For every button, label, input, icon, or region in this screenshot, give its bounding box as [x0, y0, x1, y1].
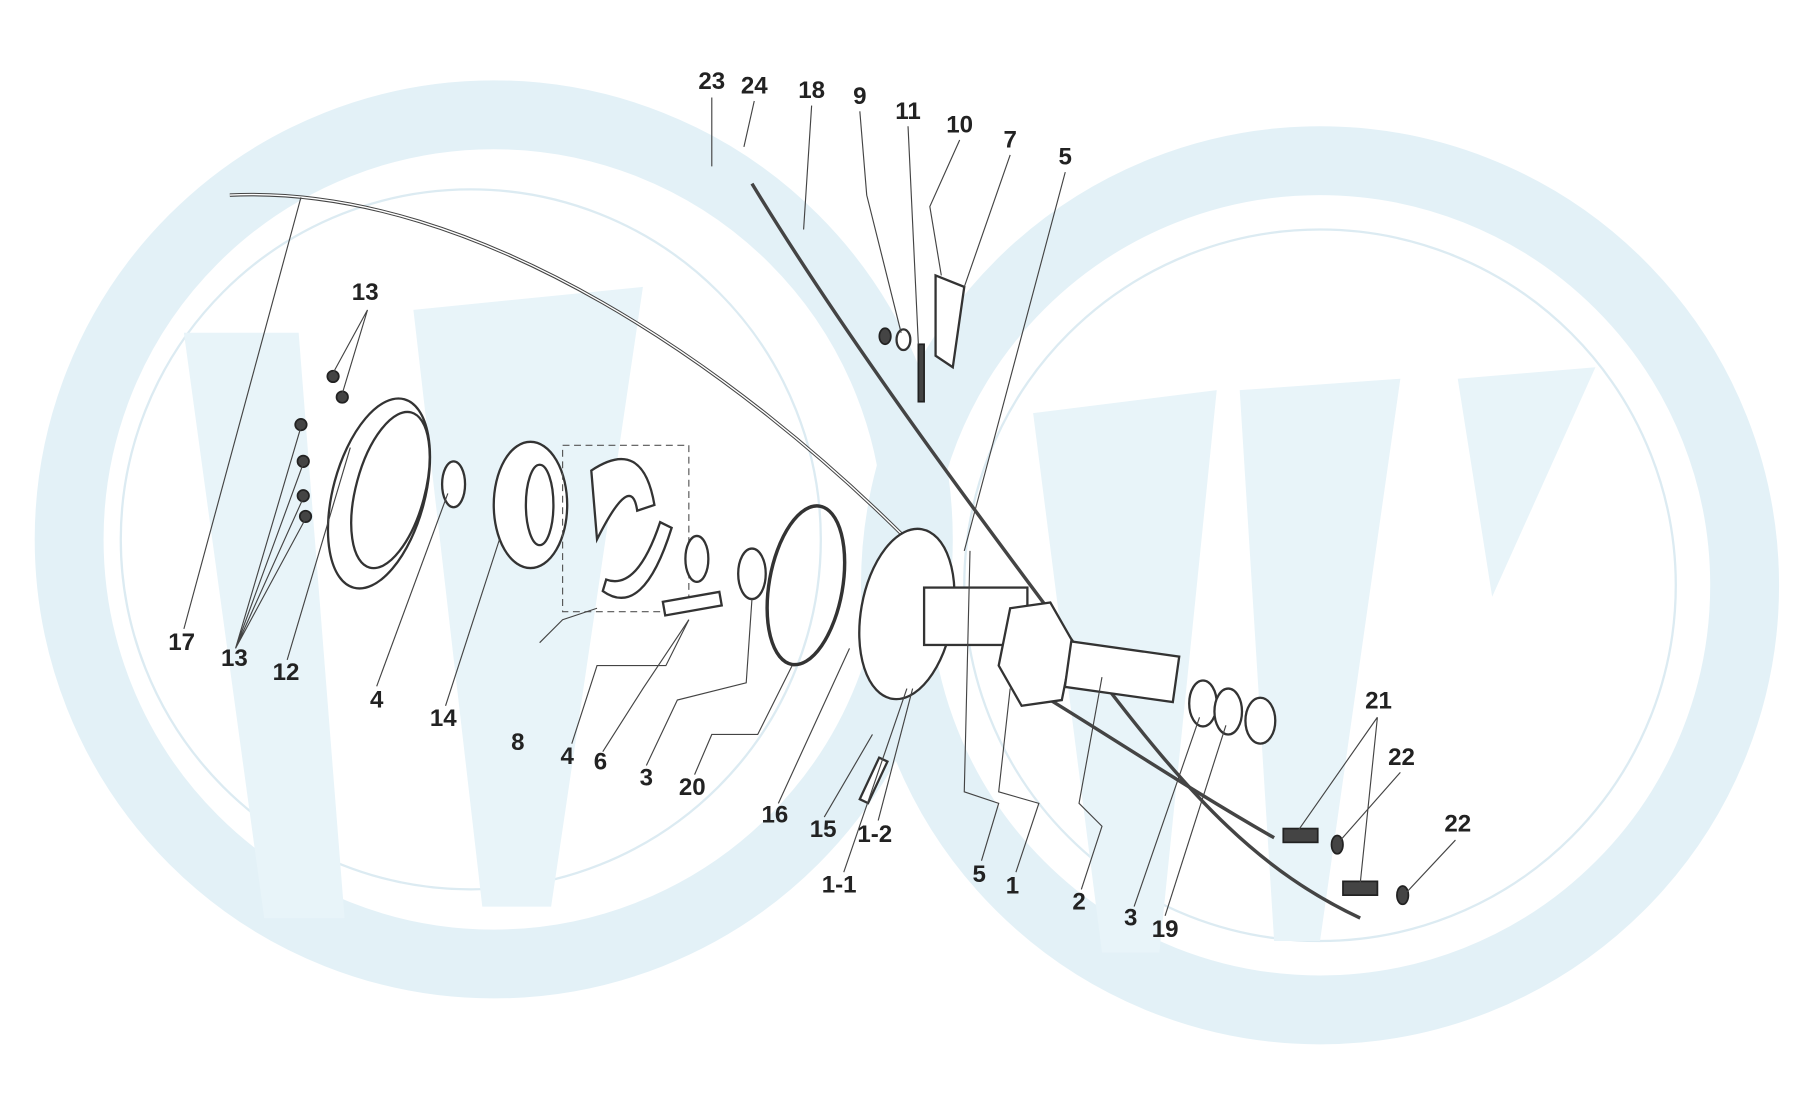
part-label: 4: [560, 743, 574, 770]
leader-lines: [183, 97, 1456, 916]
part-label: 13: [352, 279, 379, 306]
part-label: 5: [1059, 144, 1072, 171]
part-label: 7: [1003, 127, 1016, 154]
part-label: 4: [370, 687, 384, 714]
part-label: 9: [853, 83, 866, 110]
part-label: 6: [594, 749, 607, 776]
part-label: 3: [1124, 905, 1137, 932]
part-label: 1-2: [857, 821, 892, 848]
part-label: 22: [1388, 744, 1415, 771]
part-label: 12: [273, 659, 300, 686]
part-label: 16: [762, 801, 789, 828]
parts: [229, 182, 1410, 920]
part-label: 14: [430, 705, 457, 732]
part-label: 22: [1444, 810, 1471, 837]
watermark: [34, 80, 1780, 1045]
part-label: 17: [168, 629, 195, 656]
part-label: 21: [1365, 688, 1392, 715]
part-label: 11: [895, 98, 920, 125]
part-label: 15: [810, 816, 837, 843]
part-label: 2: [1072, 889, 1085, 916]
part-label: 13: [221, 645, 248, 672]
part-label: 24: [741, 73, 768, 100]
part-label: 8: [511, 729, 524, 756]
part-label: 20: [679, 774, 706, 801]
part-label: 19: [1152, 916, 1179, 943]
part-label: 23: [698, 68, 725, 95]
part-label: 18: [798, 77, 825, 104]
part-label: 1-1: [822, 871, 857, 898]
part-label: 10: [946, 112, 973, 139]
part-label: 3: [640, 765, 653, 792]
part-label: 1: [1006, 872, 1019, 899]
part-label: 5: [972, 861, 985, 888]
